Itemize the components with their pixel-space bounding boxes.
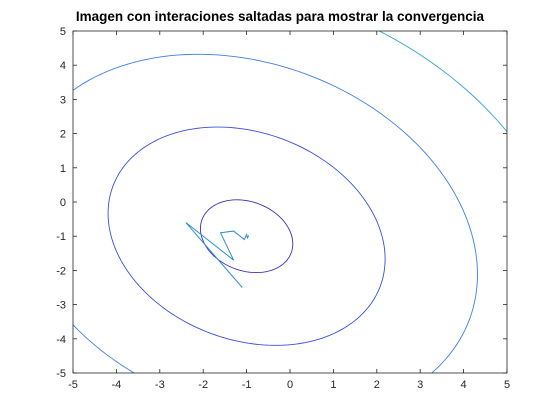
y-tick-label: -1 bbox=[56, 231, 66, 243]
y-tick-label: 2 bbox=[60, 129, 66, 141]
x-tick-label: -2 bbox=[198, 379, 208, 391]
y-tick-label: 5 bbox=[60, 26, 66, 38]
x-tick-label: -5 bbox=[68, 379, 78, 391]
y-tick-label: -3 bbox=[56, 300, 66, 312]
y-tick-label: 4 bbox=[60, 60, 66, 72]
contour-level-2 bbox=[73, 53, 478, 373]
x-tick-label: 3 bbox=[417, 379, 423, 391]
x-tick-label: 4 bbox=[461, 379, 467, 391]
chart-title: Imagen con interaciones saltadas para mo… bbox=[75, 9, 485, 24]
y-tick-label: 0 bbox=[60, 197, 66, 209]
axis-ticks: -5 -4 -3 -2 -1 0 1 2 3 4 5 -5 -4 -3 -2 -1 0 1 2 3 4 5 bbox=[56, 26, 510, 391]
x-tick-label: -1 bbox=[242, 379, 252, 391]
x-tick-label: -4 bbox=[112, 379, 122, 391]
axes-box bbox=[72, 30, 508, 374]
y-tick-label: 3 bbox=[60, 94, 66, 106]
y-tick-label: -5 bbox=[56, 368, 66, 380]
x-tick-label: -3 bbox=[155, 379, 165, 391]
y-tick-label: -4 bbox=[56, 334, 66, 346]
x-tick-label: 1 bbox=[330, 379, 336, 391]
y-tick-label: 1 bbox=[60, 163, 66, 175]
x-tick-label: 5 bbox=[504, 379, 510, 391]
x-tick-label: 0 bbox=[287, 379, 293, 391]
iteration-path bbox=[185, 222, 250, 288]
y-tick-label: -2 bbox=[56, 265, 66, 277]
contour-level-1 bbox=[107, 126, 386, 346]
iteration-path-line bbox=[185, 222, 250, 288]
x-tick-label: 2 bbox=[374, 379, 380, 391]
